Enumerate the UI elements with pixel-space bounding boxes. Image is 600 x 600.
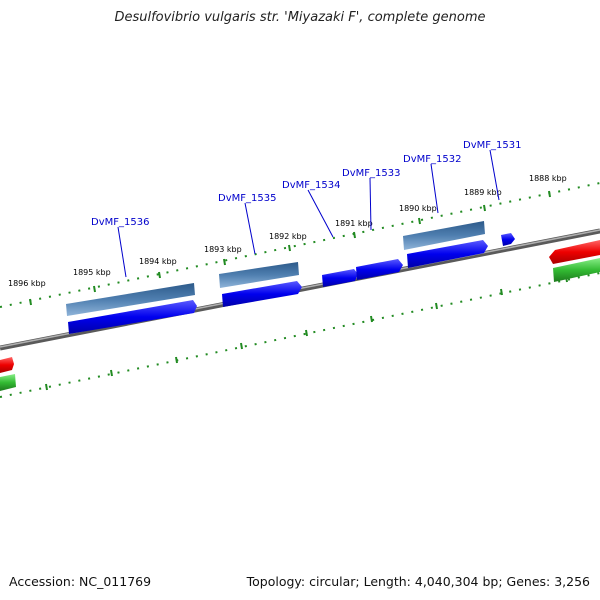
scale-label: 1896 kbp xyxy=(8,279,46,288)
gene-label-links xyxy=(117,149,500,278)
gene-label-dvmf-1533[interactable]: DvMF_1533 xyxy=(342,168,400,179)
accession-info: Accession: NC_011769 xyxy=(9,574,152,589)
scale-label: 1893 kbp xyxy=(204,245,242,254)
reference-gene-bar[interactable] xyxy=(66,283,195,316)
gene-label-dvmf-1536[interactable]: DvMF_1536 xyxy=(91,217,149,228)
gene-arrow[interactable] xyxy=(222,281,302,307)
gene-label-dvmf-1531[interactable]: DvMF_1531 xyxy=(463,140,521,151)
gene-label-dvmf-1535[interactable]: DvMF_1535 xyxy=(218,193,276,204)
gene-label-dvmf-1534[interactable]: DvMF_1534 xyxy=(282,180,340,191)
upper-scale-track xyxy=(0,182,600,308)
scale-label: 1895 kbp xyxy=(73,268,111,277)
genome-summary: Topology: circular; Length: 4,040,304 bp… xyxy=(246,574,590,589)
major-ticks xyxy=(29,190,568,391)
scale-label: 1888 kbp xyxy=(529,174,567,183)
green-track-segment[interactable] xyxy=(0,374,16,391)
reference-gene-bar[interactable] xyxy=(219,262,299,288)
gene-arrow[interactable] xyxy=(407,240,488,268)
gene-arrow[interactable] xyxy=(322,269,358,287)
red-track-segment[interactable] xyxy=(549,240,600,264)
lower-scale-track xyxy=(0,272,600,398)
gene-arrow[interactable] xyxy=(356,259,403,280)
gene-arrow[interactable] xyxy=(501,233,515,246)
scale-label: 1890 kbp xyxy=(399,204,437,213)
genome-title: Desulfovibrio vulgaris str. 'Miyazaki F'… xyxy=(114,10,486,25)
scale-label: 1894 kbp xyxy=(139,257,177,266)
gene-label-dvmf-1532[interactable]: DvMF_1532 xyxy=(403,154,461,165)
green-track-segment[interactable] xyxy=(553,258,600,282)
scale-label: 1889 kbp xyxy=(464,188,502,197)
scale-label: 1892 kbp xyxy=(269,232,307,241)
gene-arrow[interactable] xyxy=(68,300,197,334)
reference-gene-bar[interactable] xyxy=(403,221,485,250)
red-track-segment[interactable] xyxy=(0,357,14,373)
scale-label: 1891 kbp xyxy=(335,219,373,228)
